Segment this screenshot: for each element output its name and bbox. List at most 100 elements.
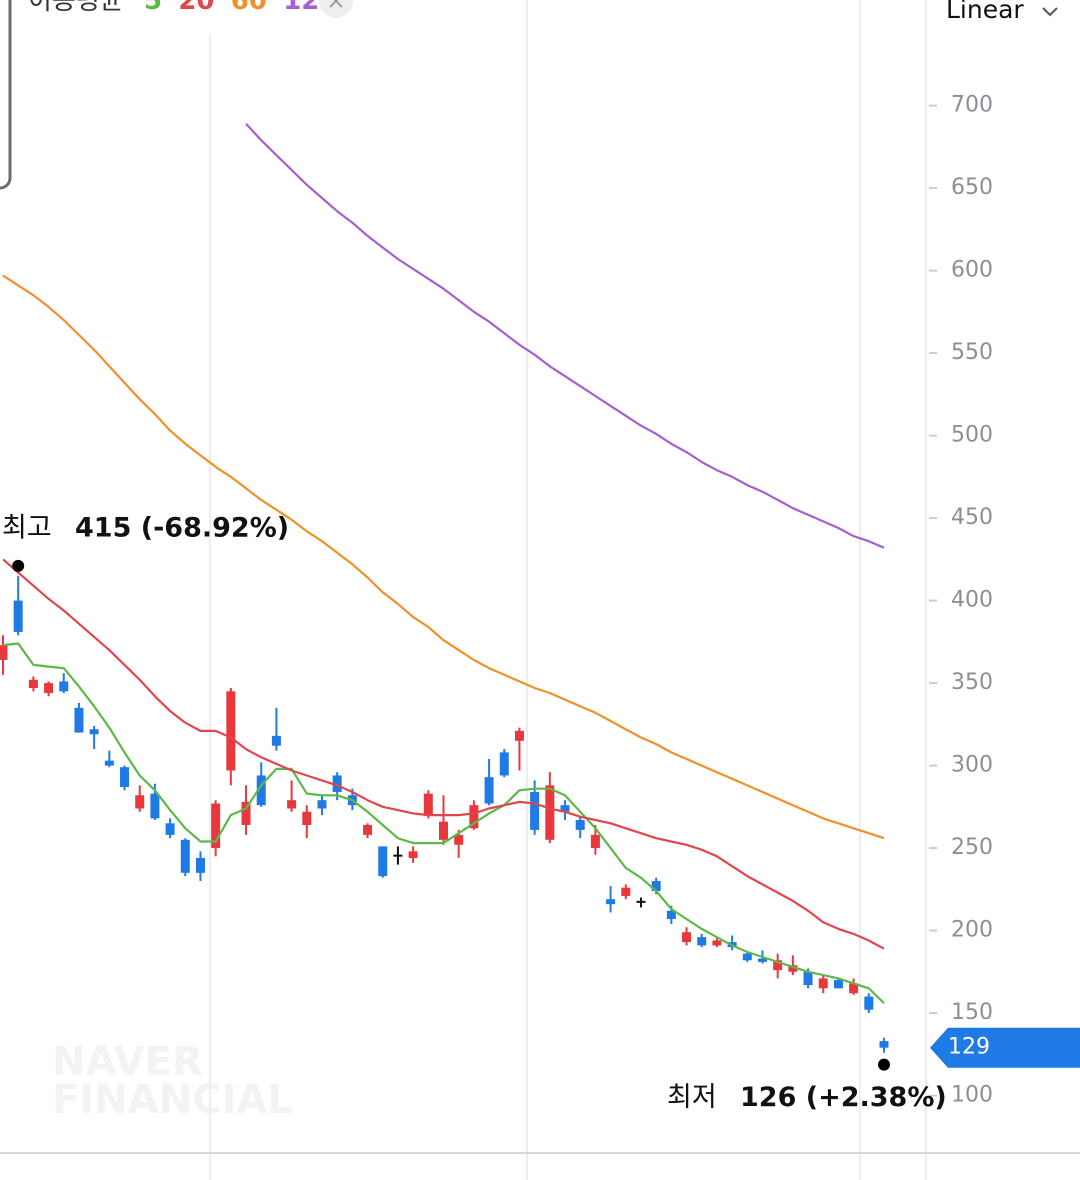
candle-body (666, 910, 676, 920)
candle (135, 785, 145, 812)
candle-body (226, 691, 236, 771)
candle-body (120, 767, 130, 788)
candle (59, 673, 69, 693)
candle (697, 933, 707, 948)
candle-body (833, 980, 843, 989)
y-tick-label: 450 (951, 505, 993, 530)
candle (682, 927, 692, 946)
candle (28, 676, 38, 692)
candle-body (271, 735, 281, 746)
candle (469, 800, 479, 830)
candle (74, 702, 84, 733)
legend-close-button[interactable] (319, 0, 353, 18)
chevron[interactable] (1042, 7, 1058, 17)
candle-body (241, 801, 251, 825)
candle (849, 978, 859, 995)
moving-average-line (245, 122, 885, 549)
scale-label[interactable]: Linear (946, 0, 1024, 24)
y-tick-label: 200 (951, 918, 993, 943)
candle (241, 785, 251, 835)
side-panel-edge (0, 0, 12, 190)
candle-body (560, 805, 570, 812)
candle-body (803, 971, 813, 986)
candle (89, 725, 99, 750)
legend: 이동평균 5 20 60 120 (28, 0, 338, 16)
candle-body (423, 793, 433, 816)
candle-body (44, 683, 54, 693)
watermark: NAVER FINANCIAL (52, 1039, 293, 1123)
close-circle[interactable] (319, 0, 353, 18)
candle (742, 952, 752, 962)
min-label: 최저 (667, 1082, 717, 1113)
candle-body (211, 803, 221, 849)
candle (879, 1037, 889, 1053)
max-value: 415 (-68.92%) (75, 512, 289, 543)
legend-title: 이동평균 (28, 0, 124, 16)
candle-body (697, 937, 707, 946)
candle-body (74, 707, 84, 733)
candle (211, 800, 221, 857)
min-marker (878, 1058, 890, 1071)
candle (560, 800, 570, 821)
candle-body (104, 760, 114, 766)
candle (180, 838, 190, 877)
candle (575, 816, 585, 839)
candle-body (13, 600, 23, 632)
min-value: 126 (+2.38%) (740, 1082, 947, 1113)
candle (408, 846, 418, 863)
candle (484, 758, 494, 806)
candle (499, 749, 509, 778)
moving-average-line (2, 642, 885, 1004)
candle (833, 978, 843, 989)
y-tick-label: 600 (951, 258, 993, 283)
candle-body (363, 824, 373, 835)
candle-body (135, 795, 145, 809)
legend-entry: 20 (178, 0, 214, 16)
candle-body (530, 791, 540, 830)
candle-body (28, 679, 38, 689)
candle-body (439, 821, 448, 840)
candle-body (150, 793, 160, 819)
candle-body (256, 775, 266, 806)
price-tag-label: 129 (948, 1035, 990, 1060)
candle (621, 884, 631, 900)
candle (454, 829, 464, 858)
candle-body (682, 932, 692, 943)
candle (423, 790, 433, 819)
candle-body (590, 834, 600, 849)
y-tick-label: 550 (951, 340, 993, 365)
legend-entry: 5 (144, 0, 162, 16)
candle (773, 953, 783, 979)
candle (712, 937, 722, 948)
candle-body (89, 729, 99, 735)
candle-body (545, 785, 555, 840)
y-tick-label: 400 (951, 588, 993, 613)
candle (393, 846, 403, 865)
legend-entry: 60 (231, 0, 267, 16)
candle-body (879, 1041, 889, 1048)
max-marker (12, 559, 25, 572)
candle-body (59, 681, 69, 692)
candle (120, 765, 130, 791)
moving-average-line (2, 274, 885, 840)
close-icon[interactable] (329, 0, 343, 8)
watermark-text: NAVER (52, 1039, 203, 1085)
candle (864, 993, 874, 1014)
candle (788, 955, 798, 976)
moving-average-line (2, 558, 885, 950)
candle-body (484, 777, 494, 804)
candle (13, 575, 23, 636)
candle-body (742, 953, 752, 961)
y-tick-label: 650 (951, 175, 993, 200)
scale-selector[interactable]: Linear (946, 0, 1058, 24)
candle-body (712, 940, 722, 946)
candle-body (621, 887, 631, 896)
candle (606, 886, 616, 913)
candle-body (788, 965, 798, 972)
candle-body (165, 823, 175, 835)
y-tick-label: 350 (951, 670, 993, 695)
candle-body (514, 730, 524, 741)
y-tick-label: 300 (951, 753, 993, 778)
candle-body (287, 800, 297, 809)
